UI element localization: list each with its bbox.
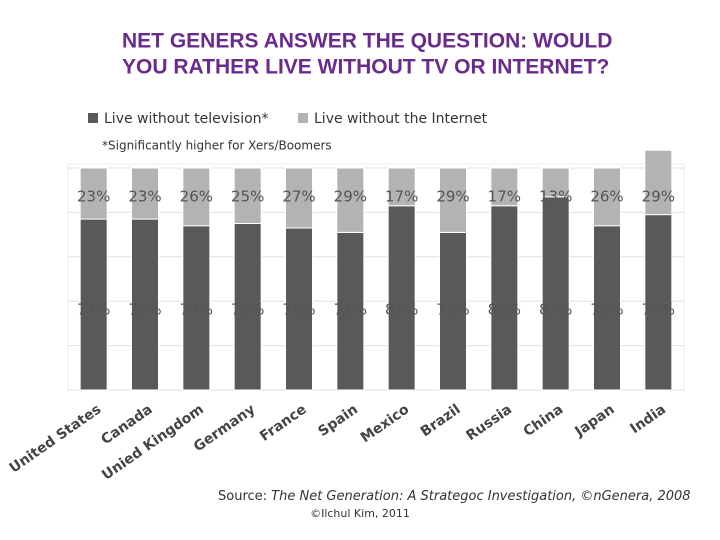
data-label: 77% (77, 301, 110, 319)
bar-segment (182, 167, 211, 227)
data-label: 83% (488, 301, 521, 319)
bar-segment (439, 167, 467, 233)
x-tick-label: Brazil (418, 401, 464, 440)
data-label: 17% (385, 188, 418, 206)
legend-label: Live without television* (104, 111, 269, 127)
bar-segment (541, 196, 570, 391)
bar-segment (233, 223, 262, 391)
x-tick-label: Japan (571, 401, 617, 440)
data-label: 87% (539, 301, 572, 319)
credit: ©Ilchul Kim, 2011 (310, 507, 410, 520)
chart-title: NET GENERS ANSWER THE QUESTION: WOULD (122, 30, 612, 53)
bar-segment (387, 167, 416, 207)
x-tick-label: France (257, 401, 309, 444)
bar-segment (131, 167, 159, 220)
x-tick-label: China (521, 401, 567, 440)
bar-segment (644, 149, 673, 216)
bar-segment (387, 205, 416, 391)
data-label: 74% (180, 301, 213, 319)
bar-segment (285, 227, 313, 391)
data-label: 71% (334, 301, 367, 319)
x-tick-label: United States (7, 401, 105, 476)
bar-segment (593, 225, 621, 391)
data-label: 74% (590, 301, 623, 319)
data-label: 83% (385, 301, 418, 319)
data-label: 29% (642, 188, 675, 206)
bar-segment (233, 167, 262, 224)
chart-title: YOU RATHER LIVE WITHOUT TV OR INTERNET? (122, 56, 609, 79)
source-prefix: Source: (218, 489, 267, 504)
bar-segment (644, 214, 673, 391)
legend-swatch (88, 113, 98, 123)
x-tick-label: Russia (463, 401, 515, 444)
x-tick-label: India (627, 401, 668, 437)
bar-segment (336, 167, 365, 233)
data-label: 26% (590, 188, 623, 206)
source: Source: The Net Generation: A Strategoc … (218, 489, 691, 504)
data-label: 77% (128, 301, 161, 319)
data-label: 17% (488, 188, 521, 206)
data-label: 25% (231, 188, 264, 206)
data-label: 79% (642, 301, 675, 319)
bar-segment (490, 205, 519, 391)
bar-segment (439, 231, 467, 391)
legend-swatch (298, 113, 308, 123)
bar-segment (490, 167, 519, 207)
data-label: 13% (539, 188, 572, 206)
source-text: The Net Generation: A Strategoc Investig… (271, 489, 690, 504)
data-label: 29% (334, 188, 367, 206)
data-label: 23% (128, 188, 161, 206)
x-tick-label: Mexico (358, 401, 413, 446)
data-label: 73% (282, 301, 315, 319)
legend-label: Live without the Internet (314, 111, 488, 127)
bar-segment (131, 218, 159, 391)
data-label: 75% (231, 301, 264, 319)
bar-segment (182, 225, 211, 391)
bar-segment (79, 167, 108, 220)
data-label: 71% (436, 301, 469, 319)
data-label: 27% (282, 188, 315, 206)
data-label: 26% (180, 188, 213, 206)
bar-segment (285, 167, 313, 229)
note: *Significantly higher for Xers/Boomers (102, 139, 332, 153)
bar-segment (336, 231, 365, 391)
bar-segment (593, 167, 621, 227)
bar-segment (541, 167, 570, 198)
x-tick-label: Spain (315, 401, 360, 440)
data-label: 29% (436, 188, 469, 206)
data-label: 23% (77, 188, 110, 206)
